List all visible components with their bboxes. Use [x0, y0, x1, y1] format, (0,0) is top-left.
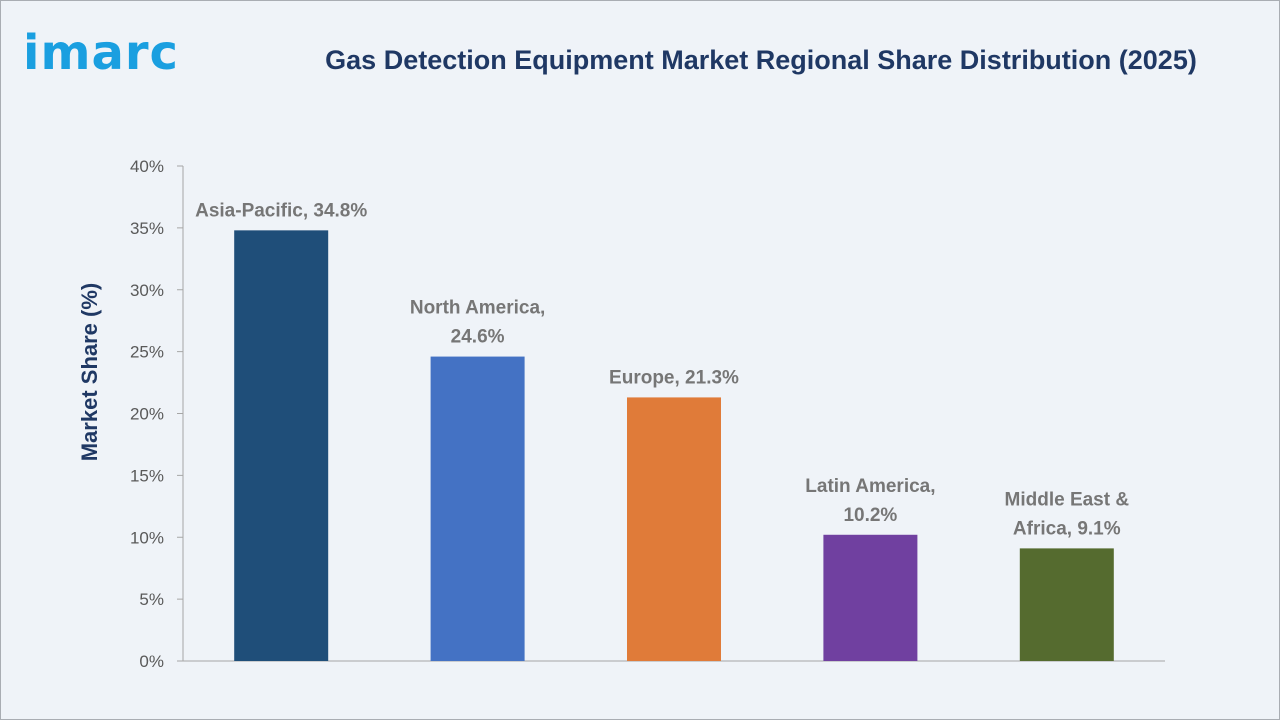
- y-tick-label: 25%: [130, 343, 164, 362]
- data-label: Latin America,: [805, 476, 935, 497]
- data-label: Asia-Pacific, 34.8%: [195, 200, 367, 221]
- data-label: Africa, 9.1%: [1013, 518, 1121, 539]
- chart-title: Gas Detection Equipment Market Regional …: [325, 45, 1197, 75]
- y-tick-label: 10%: [130, 528, 164, 547]
- bar: [234, 230, 329, 661]
- imarc-logo: imarc: [23, 25, 179, 81]
- bar: [430, 356, 525, 661]
- bar: [627, 397, 721, 661]
- y-tick-label: 15%: [130, 466, 164, 485]
- bar: [1019, 548, 1114, 661]
- data-label: 24.6%: [451, 327, 505, 348]
- data-label: Europe, 21.3%: [609, 367, 739, 388]
- y-axis-label: Market Share (%): [77, 283, 102, 462]
- y-tick-label: 30%: [130, 281, 164, 300]
- y-tick-label: 0%: [139, 652, 164, 671]
- data-label: Middle East &: [1005, 489, 1130, 510]
- y-tick-label: 20%: [130, 405, 164, 424]
- y-tick-label: 35%: [130, 219, 164, 238]
- data-label: North America,: [410, 298, 546, 319]
- data-label: 10.2%: [843, 505, 897, 526]
- y-tick-label: 40%: [130, 157, 164, 176]
- y-tick-label: 5%: [139, 590, 164, 609]
- bar: [823, 534, 918, 661]
